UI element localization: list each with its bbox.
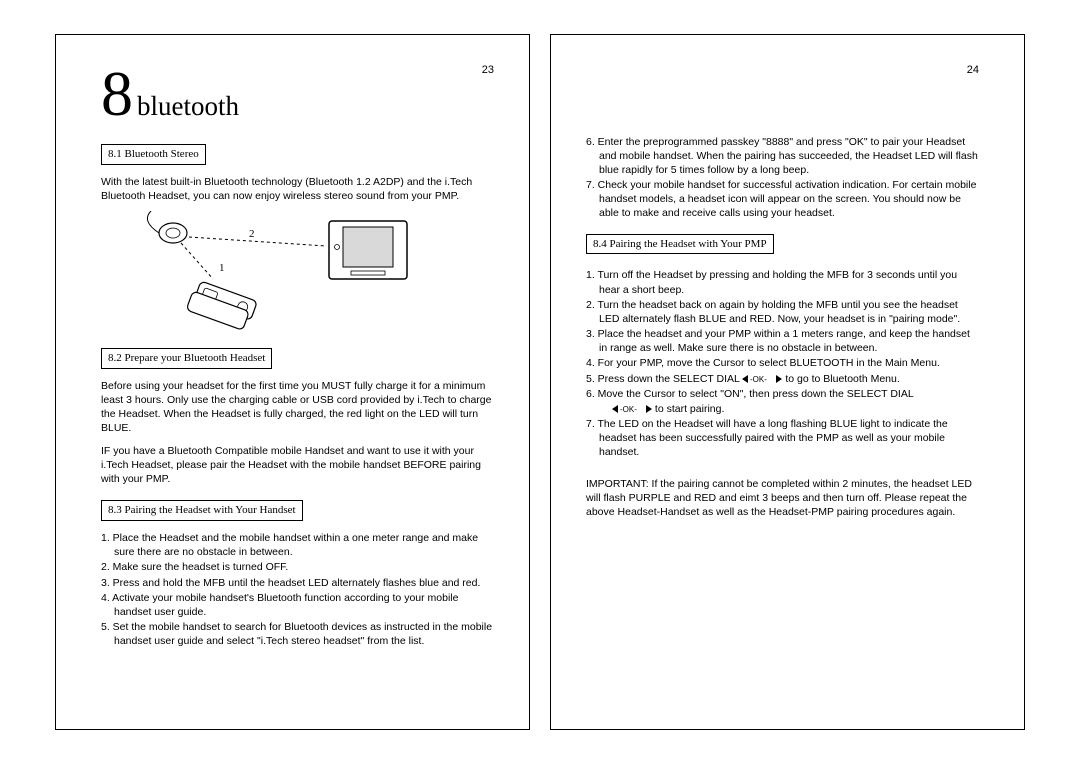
diagram-label-1: 1 (219, 262, 225, 274)
list-item: 7. Check your mobile handset for success… (586, 178, 979, 221)
chapter-title: bluetooth (137, 88, 239, 124)
svg-text:-OK-: -OK- (620, 405, 637, 414)
list-item: 1. Turn off the Headset by pressing and … (586, 268, 979, 296)
list-item: 3. Press and hold the MFB until the head… (101, 576, 494, 590)
select-dial-icon: -OK- (612, 404, 652, 414)
chapter-number: 8 (101, 65, 133, 123)
page-number: 23 (482, 63, 494, 78)
bluetooth-diagram: 2 1 (131, 211, 411, 336)
list-item: 3. Place the headset and your PMP within… (586, 327, 979, 355)
list-item: 6. Move the Cursor to select "ON", then … (586, 387, 979, 401)
list-item: 5. Set the mobile handset to search for … (101, 620, 494, 648)
list-item: 6. Enter the preprogrammed passkey "8888… (586, 135, 979, 178)
section-heading: 8.4 Pairing the Headset with Your PMP (586, 234, 774, 255)
list-item: 2. Turn the headset back on again by hol… (586, 298, 979, 326)
body-paragraph: Before using your headset for the first … (101, 379, 494, 436)
section-heading: 8.1 Bluetooth Stereo (101, 144, 206, 165)
important-note: IMPORTANT: If the pairing cannot be comp… (586, 477, 979, 520)
svg-text:-OK-: -OK- (750, 375, 767, 384)
list-item: 5. Press down the SELECT DIAL -OK- to go… (586, 372, 979, 386)
page-right: 24 6. Enter the preprogrammed passkey "8… (550, 34, 1025, 730)
list-item: -OK- to start pairing. (599, 402, 979, 416)
body-paragraph: IF you have a Bluetooth Compatible mobil… (101, 444, 494, 487)
list-text: to go to Bluetooth Menu. (785, 373, 899, 385)
page-number: 24 (967, 63, 979, 78)
list-text: 5. Press down the SELECT DIAL (586, 373, 742, 385)
page-spread: 23 8 bluetooth 8.1 Bluetooth Stereo With… (55, 34, 1025, 730)
diagram-label-2: 2 (249, 228, 255, 240)
page-left: 23 8 bluetooth 8.1 Bluetooth Stereo With… (55, 34, 530, 730)
list-item: 7. The LED on the Headset will have a lo… (586, 417, 979, 460)
list-text: to start pairing. (655, 403, 724, 415)
body-paragraph: With the latest built-in Bluetooth techn… (101, 175, 494, 203)
list-item: 2. Make sure the headset is turned OFF. (101, 560, 494, 574)
list-item: 4. For your PMP, move the Cursor to sele… (586, 356, 979, 370)
chapter-heading: 8 bluetooth (101, 65, 494, 124)
list-item: 4. Activate your mobile handset's Blueto… (101, 591, 494, 619)
select-dial-icon: -OK- (742, 374, 782, 384)
section-heading: 8.2 Prepare your Bluetooth Headset (101, 348, 272, 369)
list-item: 1. Place the Headset and the mobile hand… (101, 531, 494, 559)
section-heading: 8.3 Pairing the Headset with Your Handse… (101, 500, 303, 521)
